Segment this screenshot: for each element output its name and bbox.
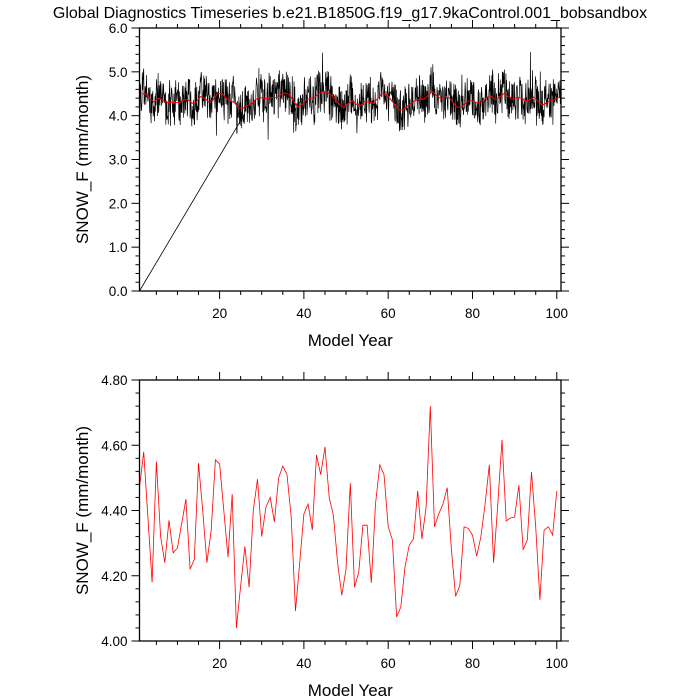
y-tick-label: 4.80 [101,373,127,388]
connector-line [139,113,246,292]
figure-title: Global Diagnostics Timeseries b.e21.B185… [53,5,647,22]
y-tick-label: 4.00 [101,634,127,649]
x-tick-label: 60 [381,656,396,671]
plot-frame [138,27,562,292]
y-tick-label: 4.20 [101,569,127,584]
y-tick-label: 2.0 [109,196,128,211]
y-tick-label: 4.0 [109,109,128,124]
x-axis-label: Model Year [308,331,393,350]
y-tick-label: 4.60 [101,438,127,453]
y-tick-label: 6.0 [109,21,128,36]
y-tick-label: 5.0 [109,65,128,80]
x-tick-label: 40 [296,656,311,671]
panel-annual-timeseries: 20 40 60 80 100 4.00 4.20 4.40 4.60 4.80 Model Yea… [73,372,569,700]
x-tick-label: 100 [546,306,569,321]
x-tick-label: 20 [212,656,227,671]
y-axis-label: SNOW_F (mm/month) [73,75,92,244]
y-tick-label: 3.0 [109,153,128,168]
y-tick-label: 4.40 [101,504,127,519]
running-mean-series-line [141,90,560,111]
x-tick-label: 60 [381,306,396,321]
annual-series-line [139,406,558,628]
y-tick-label: 1.0 [109,240,128,255]
x-tick-label: 80 [465,656,480,671]
x-tick-label: 40 [296,306,311,321]
monthly-series-line [139,52,561,140]
x-axis-label: Model Year [308,681,393,700]
y-tick-label: 0.0 [109,284,128,299]
panel-monthly-timeseries: 20 40 60 80 100 0.0 1.0 2.0 3.0 4.0 5.0 6.0 Model Ye… [73,20,569,350]
y-axis-label: SNOW_F (mm/month) [73,426,92,595]
x-tick-label: 80 [465,306,480,321]
x-tick-label: 20 [212,306,227,321]
x-tick-label: 100 [546,656,569,671]
